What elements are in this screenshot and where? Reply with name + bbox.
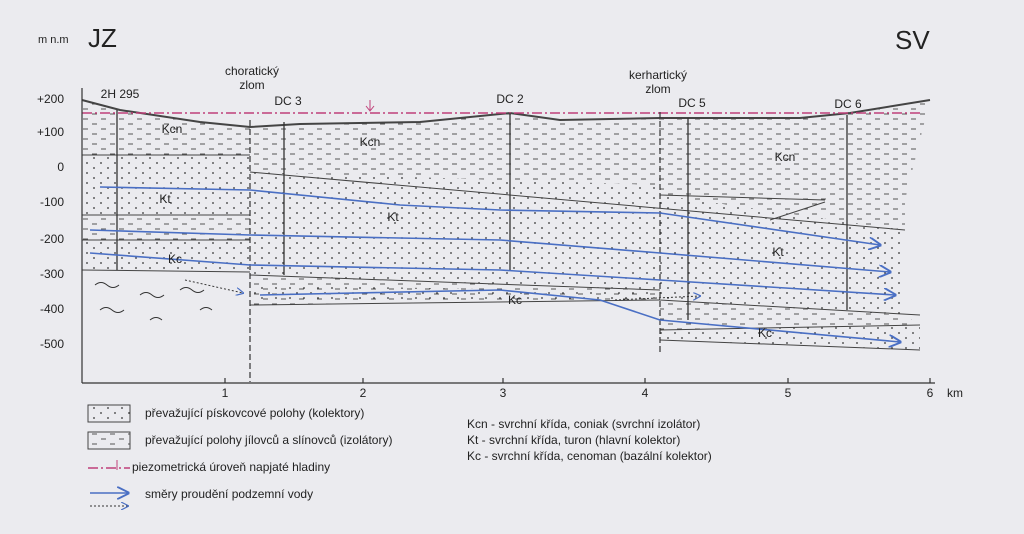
layers <box>81 100 930 351</box>
layer-label: Kc <box>758 326 772 340</box>
layer-label: Kcn <box>162 122 183 136</box>
x-tick-label: 2 <box>360 386 367 400</box>
axes <box>81 88 935 384</box>
x-tick-label: 5 <box>785 386 792 400</box>
layer-label: Kc <box>168 252 182 266</box>
abbreviation: Kcn - svrchní křída, coniak (svrchní izo… <box>467 417 700 431</box>
legend-label: převažující polohy jílovců a slínovců (i… <box>145 433 392 447</box>
fault-label: zlom <box>645 82 670 96</box>
y-tick-label: -400 <box>40 302 64 316</box>
wells <box>116 110 848 320</box>
y-tick-label: 0 <box>57 160 64 174</box>
layer-label: Kt <box>387 210 399 224</box>
fault-label: kerhartický <box>629 68 687 82</box>
fault-label: choratický <box>225 64 279 78</box>
y-tick-label: -100 <box>40 195 64 209</box>
flow-arrows <box>89 186 900 342</box>
layer-label: Kcn <box>775 150 796 164</box>
faults <box>249 112 661 382</box>
layer-label: Kt <box>772 245 784 259</box>
y-tick-label: +200 <box>37 92 64 106</box>
y-tick-label: -300 <box>40 267 64 281</box>
direction: JZ <box>88 23 117 53</box>
abbreviation: Kc - svrchní křída, cenoman (bazální kol… <box>467 449 712 463</box>
x-tick-label: 6 <box>927 386 934 400</box>
well-label: DC 3 <box>274 94 302 108</box>
well-label: DC 5 <box>678 96 706 110</box>
x-tick-label: 1 <box>222 386 229 400</box>
legend-label: piezometrická úroveň napjaté hladiny <box>132 460 330 474</box>
surface <box>81 99 931 129</box>
x-tick-label: 3 <box>500 386 507 400</box>
legend: převažující pískovcové polohy (kolektory… <box>87 404 712 506</box>
y-tick-label: +100 <box>37 125 64 139</box>
layer-label: Kc <box>508 293 522 307</box>
fault-label: zlom <box>239 78 264 92</box>
well-label: 2H 295 <box>101 87 140 101</box>
y-unit: m n.m <box>38 34 69 46</box>
layer-label: Kt <box>159 192 171 206</box>
y-tick-label: -200 <box>40 232 64 246</box>
x-unit: km <box>947 386 963 400</box>
well-label: DC 2 <box>496 92 524 106</box>
legend-label: převažující pískovcové polohy (kolektory… <box>145 406 364 420</box>
well-label: DC 6 <box>834 97 862 111</box>
layer-label: Kcn <box>360 135 381 149</box>
abbreviation: Kt - svrchní křída, turon (hlavní kolekt… <box>467 433 680 447</box>
y-tick-label: -500 <box>40 337 64 351</box>
direction: SV <box>895 25 930 55</box>
legend-label: směry proudění podzemní vody <box>145 487 313 501</box>
x-tick-label: 4 <box>642 386 649 400</box>
